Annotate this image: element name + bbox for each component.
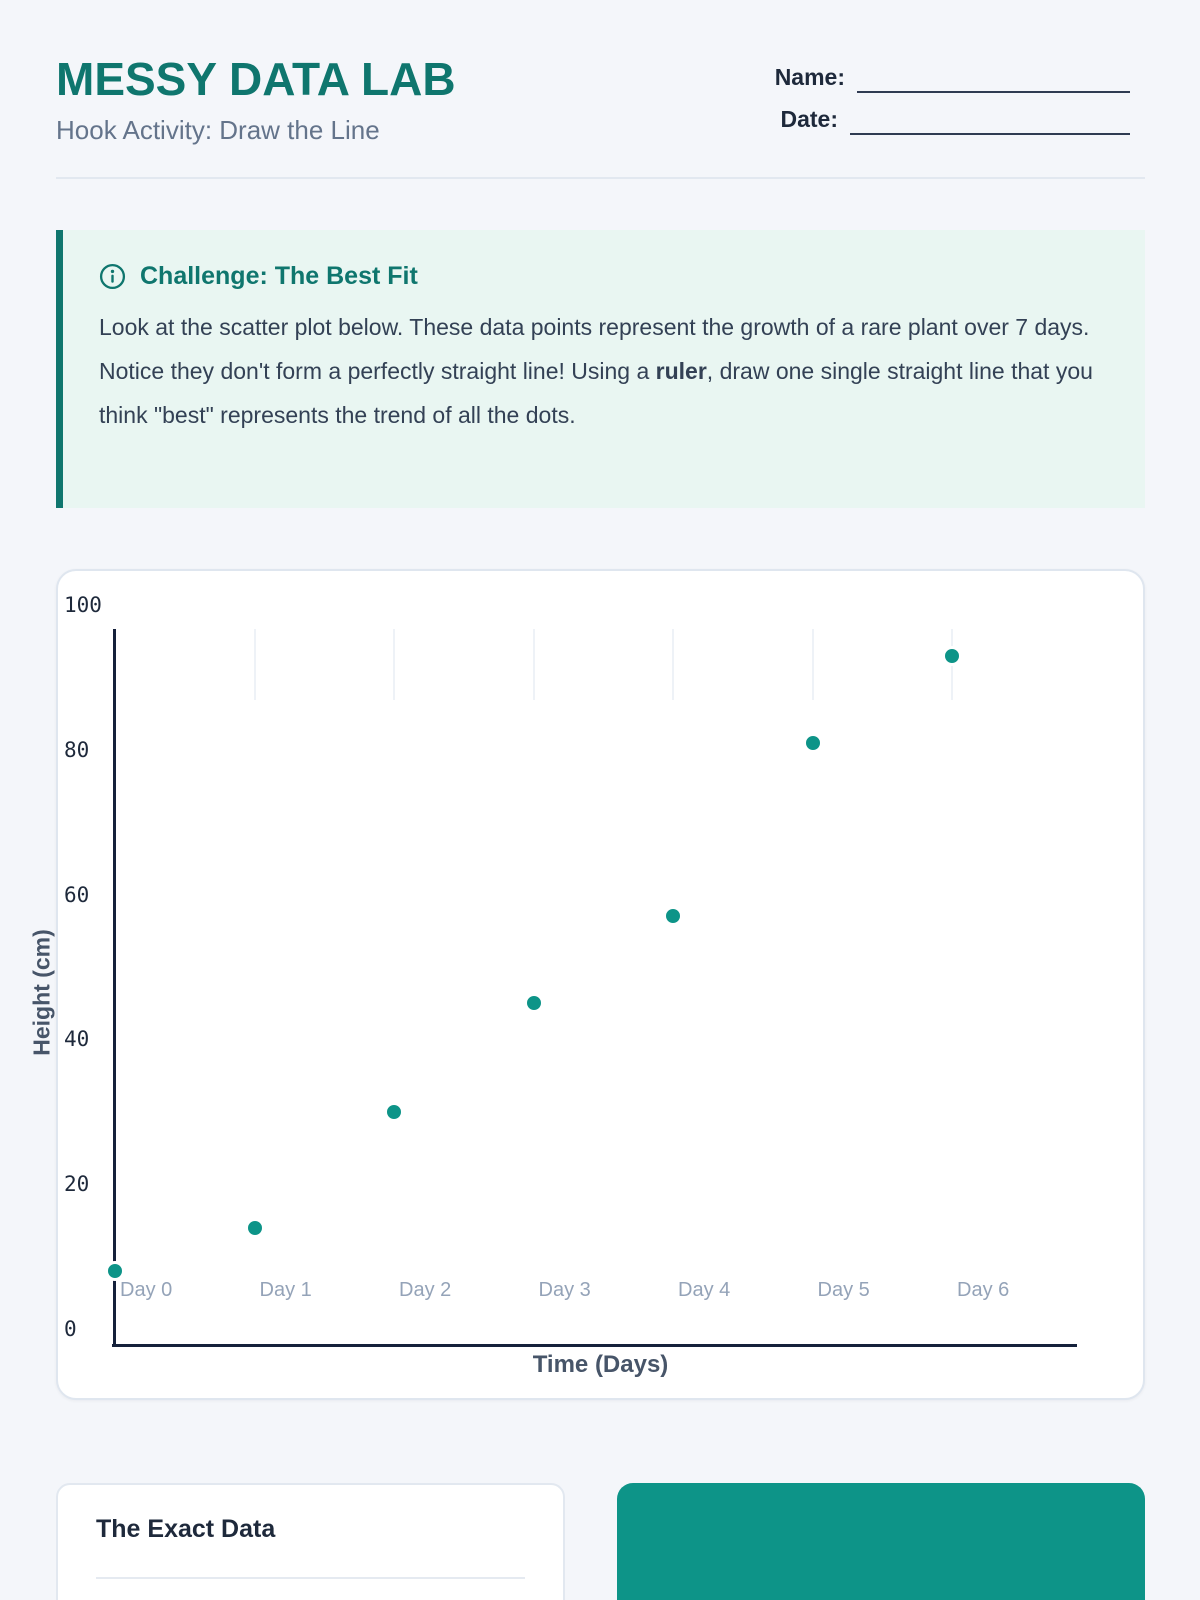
y-tick-label: 80 — [64, 737, 90, 762]
gridline — [532, 629, 535, 700]
challenge-callout: Challenge: The Best Fit Look at the scat… — [56, 230, 1145, 508]
callout-body: Look at the scatter plot below. These da… — [99, 305, 1107, 437]
y-tick-label: 20 — [64, 1172, 90, 1197]
data-point — [523, 993, 544, 1014]
gridline — [672, 629, 674, 700]
x-tick-label: Day 2 — [399, 1279, 452, 1301]
teal-panel — [617, 1483, 1145, 1600]
x-tick-label: Day 1 — [259, 1279, 312, 1301]
y-tick-label: 0 — [64, 1317, 77, 1341]
x-axis-title: Time (Days) — [532, 1351, 669, 1378]
data-point — [802, 732, 823, 753]
card-divider — [96, 1577, 525, 1579]
y-tick-label: 100 — [64, 593, 102, 617]
name-label: Name: — [774, 64, 845, 90]
data-point — [942, 645, 962, 666]
callout-body-bold: ruler — [655, 358, 707, 384]
name-field-line[interactable] — [857, 69, 1130, 93]
info-icon — [99, 263, 126, 290]
x-tick-label: Day 5 — [817, 1279, 870, 1301]
y-tick-label: 60 — [64, 882, 90, 907]
callout-title-row: Challenge: The Best Fit — [99, 262, 1107, 291]
date-row: Date: — [775, 106, 1130, 135]
data-point — [244, 1217, 265, 1238]
y-axis-line — [113, 629, 116, 1347]
gridline — [253, 629, 256, 700]
callout-title: Challenge: The Best Fit — [140, 262, 418, 290]
data-point — [105, 1261, 125, 1282]
callout-body-text: Look at the scatter plot below. These da… — [99, 314, 1090, 384]
header-divider — [56, 177, 1145, 179]
date-field-line[interactable] — [850, 111, 1130, 135]
name-date-block: Name: Date: — [775, 64, 1130, 148]
x-tick-label: Day 4 — [678, 1279, 731, 1301]
x-tick-label: Day 0 — [120, 1279, 173, 1301]
data-point — [384, 1101, 404, 1122]
date-label: Date: — [780, 106, 838, 132]
exact-data-title: The Exact Data — [96, 1515, 276, 1543]
page-title: MESSY DATA LAB — [56, 53, 456, 105]
x-tick-label: Day 3 — [538, 1279, 591, 1301]
exact-data-card: The Exact Data — [56, 1483, 565, 1600]
scatter-chart: 0 20 40 60 80 100 Day 0 Day 1 Day 2 Day 3 Day 4 Day… — [58, 571, 1143, 1398]
bottom-section: The Exact Data — [56, 1483, 1145, 1600]
y-axis-title: Height (cm) — [28, 929, 55, 1056]
gridline — [811, 629, 814, 700]
chart-card: Height (cm) 0 20 40 60 80 100 Day 0 Day 1 Day 2 D… — [29, 569, 1145, 1400]
page-subtitle: Hook Activity: Draw the Line — [56, 115, 380, 145]
y-tick-label: 40 — [64, 1027, 90, 1052]
name-row: Name: — [775, 64, 1130, 93]
callout-body-text-end: , draw one single straight line that you… — [99, 358, 1093, 428]
x-tick-label: Day 6 — [957, 1279, 1010, 1301]
x-axis-line — [112, 1344, 1077, 1347]
data-point — [663, 906, 683, 927]
gridline — [393, 629, 395, 700]
